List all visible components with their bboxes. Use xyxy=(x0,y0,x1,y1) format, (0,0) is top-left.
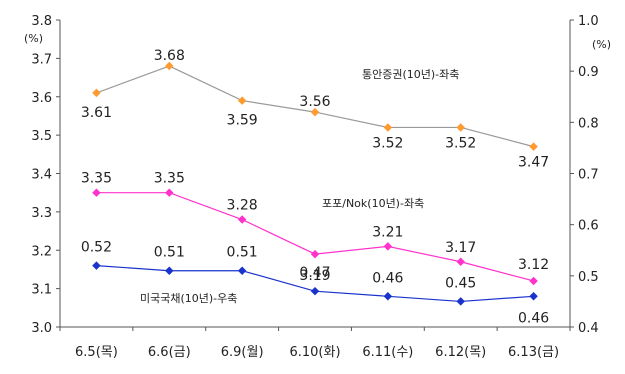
series-marker xyxy=(529,276,538,286)
data-label: 0.45 xyxy=(445,275,476,291)
data-label: 3.19 xyxy=(299,268,330,284)
series-marker xyxy=(456,123,465,132)
data-label: 3.28 xyxy=(227,198,258,214)
axes: 3.0 3.1 3.2 3.3 3.4 3.5 3.6 3.7 3.8 0.4 0.5 0.6 0.7 0… xyxy=(31,14,598,360)
x-tick-label: 6.11(수) xyxy=(362,345,413,360)
data-label: 3.56 xyxy=(299,94,330,110)
data-label: 3.35 xyxy=(154,171,185,187)
data-label: 3.52 xyxy=(445,135,476,151)
series-marker xyxy=(383,123,393,132)
data-label: 3.61 xyxy=(81,105,112,121)
right-axis-unit: (%) xyxy=(592,38,611,51)
data-label: 3.68 xyxy=(154,48,185,64)
right-tick-label: 1.0 xyxy=(578,14,599,29)
series-group: 3.61 3.68 3.59 3.56 3.52 3.52 3.47 통안증권(10년)-좌축 xyxy=(81,48,549,171)
data-label: 0.46 xyxy=(518,310,549,326)
left-tick-label: 3.4 xyxy=(31,168,52,183)
data-label: 0.47 xyxy=(299,265,330,281)
series-group: 0.52 0.51 0.51 0.47 0.46 0.45 0.46 미국국채(10년)-우축 xyxy=(81,240,549,327)
left-tick-label: 3.6 xyxy=(31,91,52,106)
series-marker xyxy=(310,107,320,117)
right-tick-label: 0.4 xyxy=(578,321,599,336)
data-label: 3.12 xyxy=(518,257,549,273)
series-marker xyxy=(92,261,101,270)
series-marker xyxy=(165,61,174,71)
series-marker xyxy=(529,292,538,301)
series-marker xyxy=(165,188,174,197)
right-tick-label: 0.5 xyxy=(578,270,599,285)
data-label: 0.46 xyxy=(372,270,403,286)
left-tick-label: 3.3 xyxy=(31,206,52,221)
data-label: 0.51 xyxy=(227,245,258,261)
data-label: 3.35 xyxy=(81,171,112,187)
left-tick-label: 3.5 xyxy=(31,129,52,144)
right-tick-label: 0.9 xyxy=(578,65,599,80)
x-tick-label: 6.9(월) xyxy=(221,345,264,360)
series-group: 3.35 3.35 3.28 3.19 3.21 3.17 3.12 포포/Nok(10년)-… xyxy=(81,171,549,286)
series-marker xyxy=(529,142,538,151)
data-label: 0.51 xyxy=(154,245,185,261)
x-tick-label: 6.5(목) xyxy=(75,345,118,360)
data-label: 3.59 xyxy=(227,113,258,129)
series-marker xyxy=(237,96,247,105)
series-name-label: 미국국채(10년)-우축 xyxy=(140,292,237,305)
series-marker xyxy=(456,257,465,267)
series-name-label: 통안증권(10년)-좌축 xyxy=(362,68,459,81)
right-tick-label: 0.7 xyxy=(578,168,599,183)
series-marker xyxy=(383,292,393,301)
data-label: 0.52 xyxy=(81,240,112,256)
left-tick-label: 3.2 xyxy=(31,244,52,259)
series-marker xyxy=(456,297,465,306)
series-layer: 3.61 3.68 3.59 3.56 3.52 3.52 3.47 통안증권(10년)-좌축… xyxy=(81,48,549,326)
left-tick-label: 3.1 xyxy=(31,283,52,298)
series-marker xyxy=(92,88,101,98)
x-tick-label: 6.12(목) xyxy=(435,345,486,360)
series-name-label: 포포/Nok(10년)-좌축 xyxy=(322,197,424,210)
series-marker xyxy=(310,249,320,259)
left-tick-label: 3.7 xyxy=(31,52,52,67)
data-label: 3.21 xyxy=(372,224,403,240)
series-marker xyxy=(237,215,247,224)
data-label: 3.52 xyxy=(372,135,403,151)
series-marker xyxy=(383,242,393,251)
right-tick-label: 0.6 xyxy=(578,219,599,234)
data-label: 3.17 xyxy=(445,240,476,256)
x-tick-label: 6.6(금) xyxy=(148,345,191,360)
left-axis-unit: (%) xyxy=(24,32,43,45)
series-marker xyxy=(165,266,174,275)
x-tick-label: 6.13(금) xyxy=(508,345,559,360)
left-tick-label: 3.8 xyxy=(31,14,52,29)
left-tick-label: 3.0 xyxy=(31,321,52,336)
right-tick-label: 0.8 xyxy=(578,116,599,131)
series-marker xyxy=(92,188,101,197)
series-marker xyxy=(310,286,320,296)
data-label: 3.47 xyxy=(518,155,549,171)
series-marker xyxy=(237,266,247,275)
x-tick-label: 6.10(화) xyxy=(289,345,340,360)
